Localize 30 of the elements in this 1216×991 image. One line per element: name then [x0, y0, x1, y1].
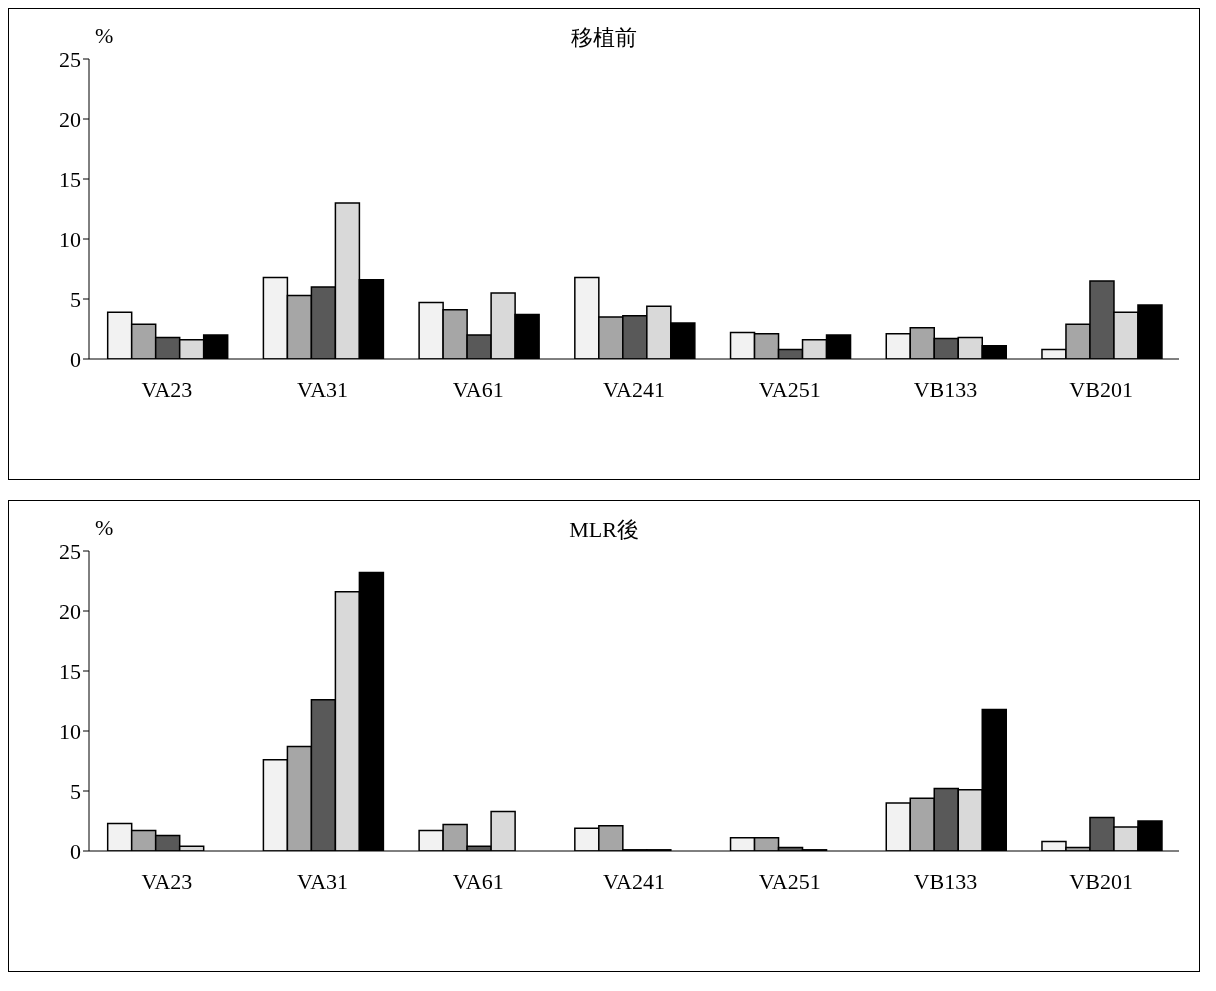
y-tick-label: 5 — [70, 286, 81, 312]
chart-title: 移植前 — [571, 25, 637, 50]
y-tick-label: 15 — [59, 166, 81, 192]
x-tick-label: VB201 — [1069, 868, 1133, 894]
y-tick-label: 20 — [59, 598, 81, 624]
y-axis-title: % — [95, 23, 114, 49]
x-tick-label: VA23 — [141, 376, 193, 402]
y-tick-label: 25 — [59, 46, 81, 72]
x-tick-label: VA241 — [603, 868, 665, 894]
x-tick-label: VA31 — [297, 868, 349, 894]
y-tick-label: 25 — [59, 538, 81, 564]
x-tick-label: VB133 — [913, 868, 978, 894]
y-tick-label: 10 — [59, 226, 81, 252]
x-tick-label: VA251 — [758, 376, 821, 402]
x-tick-label: VB201 — [1069, 376, 1133, 402]
y-tick-label: 0 — [70, 346, 81, 372]
x-tick-label: VA61 — [452, 376, 504, 402]
y-tick-label: 15 — [59, 658, 81, 684]
x-tick-label: VA61 — [452, 868, 504, 894]
x-tick-label: VA251 — [758, 868, 821, 894]
x-tick-label: VA241 — [603, 376, 665, 402]
y-tick-label: 5 — [70, 778, 81, 804]
y-axis-title: % — [95, 515, 114, 541]
y-tick-label: 10 — [59, 718, 81, 744]
y-tick-label: 0 — [70, 838, 81, 864]
x-tick-label: VA23 — [141, 868, 193, 894]
x-tick-label: VB133 — [913, 376, 978, 402]
x-tick-label: VA31 — [297, 376, 349, 402]
chart-title: MLR後 — [569, 517, 639, 542]
y-tick-label: 20 — [59, 106, 81, 132]
